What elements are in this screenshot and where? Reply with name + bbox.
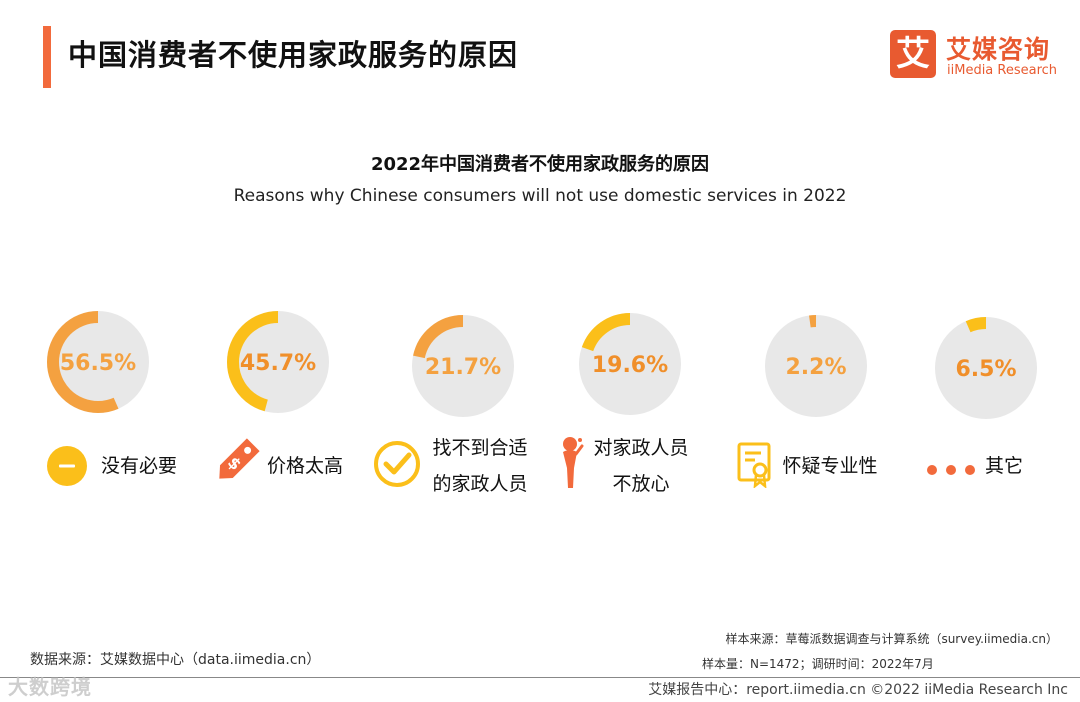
logo-text-en: iiMedia Research [947, 63, 1058, 78]
sample-source: 样本来源：草莓派数据调查与计算系统（survey.iimedia.cn） [725, 632, 1058, 646]
donut-track [227, 311, 329, 413]
logo-text-cn: 艾媒咨询 [946, 35, 1051, 64]
donut-track [579, 313, 681, 415]
report-center: 艾媒报告中心：report.iimedia.cn ©2022 iiMedia R… [648, 682, 1068, 698]
title-accent-bar [43, 26, 51, 88]
chart-subtitle: Reasons why Chinese consumers will not u… [233, 186, 847, 206]
category-label-line: 怀疑专业性 [782, 455, 878, 477]
data-source: 数据来源：艾媒数据中心（data.iimedia.cn） [30, 652, 321, 668]
donut-value-label: 2.2% [785, 355, 846, 380]
donut-value-label: 6.5% [955, 357, 1016, 382]
category-label: 对家政人员 不放心 [588, 430, 694, 502]
donut-track [47, 311, 149, 413]
donut-charts: 56.5% 45.7% 21.7% 19.6% 2.2% 6.5% [47, 311, 1037, 419]
category-label: 价格太高 [260, 448, 350, 484]
donut-track [765, 315, 867, 417]
page-title: 中国消费者不使用家政服务的原因 [68, 38, 519, 72]
iimedia-logo[interactable]: 艾 艾媒咨询 iiMedia Research [890, 30, 1065, 82]
certificate-icon [737, 442, 773, 492]
donut-arc [227, 311, 329, 413]
check-circle-icon [373, 440, 421, 492]
footer-divider [0, 677, 1080, 678]
donut-arc [579, 313, 681, 415]
donut-arc [765, 315, 867, 417]
category-label-line: 没有必要 [100, 455, 177, 477]
donut-track [412, 315, 514, 417]
minus-circle-icon [46, 445, 88, 491]
donut-arc [935, 317, 1037, 419]
category-label: 怀疑专业性 [778, 448, 882, 484]
dots-icon [925, 462, 977, 482]
logo-mark: 艾 [890, 30, 936, 78]
donut-arc [412, 315, 514, 417]
worried-person-icon [556, 434, 586, 494]
donut-track [935, 317, 1037, 419]
chart-title: 2022年中国消费者不使用家政服务的原因 [370, 154, 710, 175]
price-tag-icon: $ [208, 432, 266, 494]
donut-value-label: 45.7% [240, 351, 316, 376]
watermark: 大数跨境 [8, 675, 92, 699]
category-label: 找不到合适的家政人员 [428, 430, 532, 502]
donut-value-label: 56.5% [60, 351, 136, 376]
category-label-line: 的家政人员 [432, 473, 528, 495]
category-label-line: 对家政人员 [593, 437, 689, 459]
donut-arc [47, 311, 149, 413]
category-label-line: 不放心 [612, 473, 670, 495]
sample-size: 样本量：N=1472；调研时间：2022年7月 [702, 657, 934, 671]
category-label-line: 价格太高 [266, 455, 343, 477]
category-label: 没有必要 [94, 448, 184, 484]
category-label-line: 找不到合适 [432, 437, 528, 459]
donut-value-label: 21.7% [425, 355, 501, 380]
category-label: 其它 [982, 448, 1026, 484]
donut-value-label: 19.6% [592, 353, 668, 378]
category-label-line: 其它 [984, 455, 1023, 477]
